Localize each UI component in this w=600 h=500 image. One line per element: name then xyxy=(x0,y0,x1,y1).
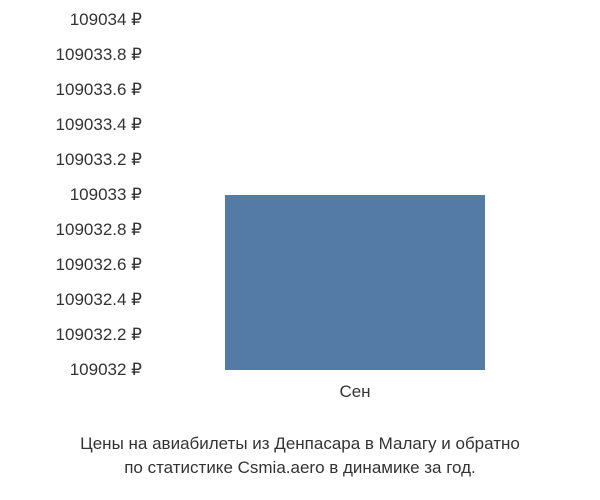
y-tick-label: 109032.4 ₽ xyxy=(56,290,142,310)
price-chart: 109034 ₽ 109033.8 ₽ 109033.6 ₽ 109033.4 … xyxy=(0,0,600,500)
y-tick-label: 109033 ₽ xyxy=(70,185,142,205)
y-tick-label: 109032 ₽ xyxy=(70,360,142,380)
y-tick-label: 109033.2 ₽ xyxy=(56,150,142,170)
y-tick-label: 109033.6 ₽ xyxy=(56,80,142,100)
chart-caption: Цены на авиабилеты из Денпасара в Малагу… xyxy=(0,432,600,480)
y-tick-label: 109032.8 ₽ xyxy=(56,220,142,240)
caption-line: по статистике Csmia.aero в динамике за г… xyxy=(30,456,570,480)
y-tick-label: 109032.2 ₽ xyxy=(56,325,142,345)
plot-area: Сен xyxy=(155,20,555,370)
y-tick-label: 109033.8 ₽ xyxy=(56,45,142,65)
y-tick-label: 109034 ₽ xyxy=(70,10,142,30)
x-tick-label: Сен xyxy=(339,382,370,402)
data-bar xyxy=(225,195,485,370)
y-tick-label: 109032.6 ₽ xyxy=(56,255,142,275)
y-tick-label: 109033.4 ₽ xyxy=(56,115,142,135)
caption-line: Цены на авиабилеты из Денпасара в Малагу… xyxy=(30,432,570,456)
